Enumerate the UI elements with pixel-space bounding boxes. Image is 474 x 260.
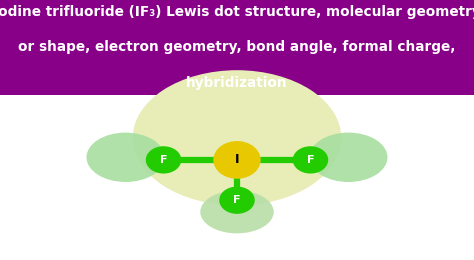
Ellipse shape [86, 133, 165, 182]
Ellipse shape [133, 70, 341, 205]
Text: F: F [233, 195, 241, 205]
Text: or shape, electron geometry, bond angle, formal charge,: or shape, electron geometry, bond angle,… [18, 41, 456, 54]
Ellipse shape [219, 187, 255, 214]
Text: I: I [235, 153, 239, 166]
Ellipse shape [309, 133, 387, 182]
Ellipse shape [146, 146, 181, 174]
Text: Iodine trifluoride (IF₃) Lewis dot structure, molecular geometry: Iodine trifluoride (IF₃) Lewis dot struc… [0, 5, 474, 19]
Text: F: F [307, 155, 314, 165]
Ellipse shape [293, 146, 328, 174]
Ellipse shape [213, 141, 261, 179]
FancyBboxPatch shape [0, 0, 474, 95]
Text: hybridization: hybridization [186, 76, 288, 89]
Ellipse shape [200, 190, 274, 233]
Text: F: F [160, 155, 167, 165]
